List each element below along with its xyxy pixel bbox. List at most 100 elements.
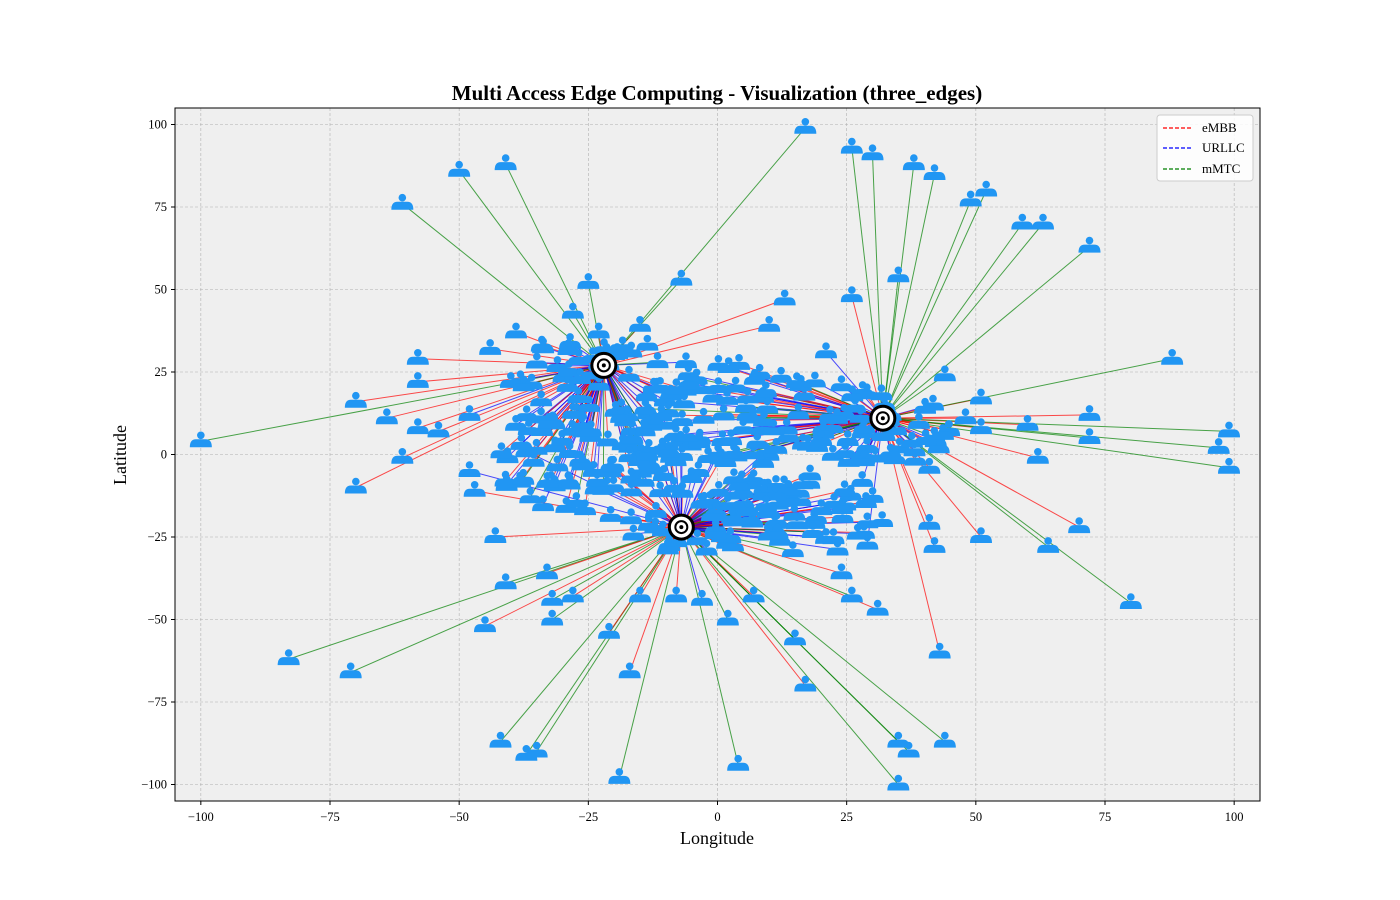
grid: [175, 108, 1260, 801]
user-icon: [1119, 593, 1142, 609]
user-icon: [791, 473, 814, 490]
edge-server-icon: [590, 351, 618, 379]
user-icon: [724, 376, 747, 393]
user-icon: [633, 420, 656, 437]
y-tick-label: 75: [155, 200, 168, 214]
connection-line: [618, 526, 682, 779]
connection-line: [200, 364, 604, 442]
edge-server-icon: [869, 404, 897, 432]
connection-line: [882, 417, 1230, 432]
user-icon: [656, 538, 679, 555]
user-icon: [914, 397, 937, 414]
user-icon: [851, 471, 874, 487]
user-icon: [557, 339, 580, 356]
x-tick-label: 0: [714, 810, 720, 824]
connection-line: [505, 163, 605, 366]
x-axis-ticks: −100 −75 −50 −25 0 25 50 75 100: [188, 801, 1244, 824]
user-icon: [618, 662, 641, 679]
y-tick-label: 100: [148, 118, 167, 132]
y-tick-label: 25: [155, 365, 168, 379]
user-icon: [897, 741, 920, 758]
user-icon: [787, 403, 810, 420]
user-icon: [621, 428, 644, 444]
user-icon: [494, 573, 517, 590]
user-icon: [736, 499, 759, 516]
user-icon: [541, 609, 564, 626]
user-icon: [1011, 213, 1034, 230]
user-icon: [727, 754, 750, 771]
user-icon: [599, 506, 622, 522]
user-icon: [717, 357, 740, 373]
user-icon: [746, 432, 769, 449]
user-icon: [344, 391, 367, 408]
user-icon: [610, 407, 633, 423]
user-icon: [541, 589, 564, 606]
user-icon: [510, 434, 533, 450]
user-icon: [649, 481, 672, 498]
user-icon: [586, 470, 609, 487]
user-icon: [931, 424, 954, 440]
user-icon: [587, 322, 610, 339]
connection-line: [882, 417, 1219, 449]
connection-line: [851, 147, 884, 419]
user-icon: [1026, 448, 1049, 464]
user-icon: [530, 390, 553, 407]
user-icon: [622, 524, 645, 541]
edge-server-markers: [590, 351, 897, 541]
user-icon: [853, 417, 876, 434]
user-icon: [766, 523, 789, 540]
user-icon: [512, 468, 535, 485]
user-icon: [427, 421, 450, 438]
user-icon: [636, 334, 659, 351]
connection-line: [572, 526, 682, 597]
x-tick-label: −75: [320, 810, 340, 824]
connection-line: [680, 526, 899, 785]
user-icon: [391, 193, 414, 210]
user-icon: [1078, 236, 1101, 253]
user-icon: [975, 180, 998, 197]
user-icon: [673, 392, 696, 409]
connection-line: [681, 526, 813, 533]
user-icon: [833, 480, 856, 497]
user-icon: [458, 405, 481, 421]
user-icon: [600, 455, 623, 472]
user-icon: [561, 302, 584, 319]
user-icon: [537, 412, 560, 429]
user-icon: [448, 160, 471, 177]
user-icon: [596, 430, 619, 447]
user-icon: [810, 499, 833, 516]
user-icon: [642, 377, 665, 394]
user-icon: [830, 563, 853, 580]
x-tick-label: 25: [840, 810, 853, 824]
y-tick-label: −50: [147, 613, 167, 627]
connection-line: [882, 223, 1023, 419]
y-tick-label: −75: [147, 695, 167, 709]
connection-line: [882, 200, 972, 419]
user-icon: [840, 286, 863, 303]
user-icon: [1016, 415, 1039, 431]
user-icon: [277, 649, 300, 666]
user-icon: [458, 461, 481, 477]
user-icon: [728, 474, 751, 491]
user-icon: [692, 407, 715, 424]
user-icon: [1207, 438, 1230, 454]
user-icon: [765, 438, 788, 454]
user-icon: [634, 398, 657, 415]
user-icon: [598, 622, 620, 639]
user-icon: [879, 443, 902, 460]
user-icon: [637, 514, 660, 531]
user-icon: [712, 404, 735, 421]
user-icon: [406, 418, 429, 435]
x-tick-label: 50: [970, 810, 983, 824]
connection-line: [882, 417, 1049, 548]
user-icon: [665, 586, 688, 603]
user-icon: [671, 410, 694, 427]
user-icon: [479, 339, 502, 355]
user-icon: [830, 375, 853, 392]
user-icon: [697, 447, 720, 463]
user-icon: [970, 388, 992, 405]
user-icon: [933, 731, 956, 748]
user-icon: [762, 419, 785, 436]
connection-line: [882, 164, 915, 419]
legend-label-mmtc: mMTC: [1202, 161, 1240, 176]
